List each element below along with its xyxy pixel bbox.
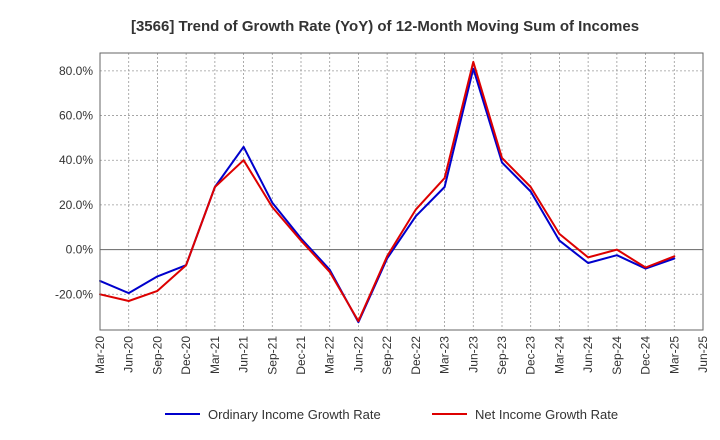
x-tick-label: Mar-24 <box>552 336 566 374</box>
x-tick-label: Dec-22 <box>409 336 423 375</box>
x-tick-label: Dec-21 <box>294 336 308 375</box>
x-tick-label: Jun-21 <box>237 336 251 373</box>
chart-title: [3566] Trend of Growth Rate (YoY) of 12-… <box>131 18 639 35</box>
x-axis-tick-labels: Mar-20 Jun-20 Sep-20 Dec-20 Mar-21 Jun-21 Sep-… <box>93 336 710 375</box>
y-axis-tick-labels: 80.0% 60.0% 40.0% 20.0% 0.0% -20.0% <box>55 64 93 301</box>
x-tick-label: Sep-24 <box>610 336 624 375</box>
y-tick-label: 80.0% <box>59 64 93 78</box>
legend-label-net-income: Net Income Growth Rate <box>475 407 618 422</box>
x-tick-label: Mar-23 <box>438 336 452 374</box>
x-tick-label: Sep-21 <box>265 336 279 375</box>
plot-series <box>99 60 676 324</box>
x-tick-label: Sep-20 <box>150 336 164 375</box>
series-line-1 <box>99 60 676 323</box>
x-tick-label: Mar-20 <box>93 336 107 374</box>
x-tick-label: Mar-22 <box>323 336 337 374</box>
plot-frame <box>99 52 704 331</box>
legend-label-ordinary-income: Ordinary Income Growth Rate <box>208 407 381 422</box>
y-tick-label: 0.0% <box>66 243 94 257</box>
grid <box>99 53 704 330</box>
x-tick-label: Jun-25 <box>696 336 710 373</box>
y-tick-label: 40.0% <box>59 153 93 167</box>
legend: Ordinary Income Growth Rate Net Income G… <box>165 407 618 422</box>
y-tick-label: 60.0% <box>59 109 93 123</box>
x-tick-label: Jun-24 <box>581 336 595 373</box>
x-tick-label: Sep-23 <box>495 336 509 375</box>
x-tick-label: Dec-20 <box>179 336 193 375</box>
y-tick-label: -20.0% <box>55 287 93 301</box>
x-tick-label: Sep-22 <box>380 336 394 375</box>
x-tick-label: Jun-22 <box>351 336 365 373</box>
x-tick-label: Dec-23 <box>524 336 538 375</box>
x-tick-label: Mar-21 <box>208 336 222 374</box>
x-tick-label: Dec-24 <box>639 336 653 375</box>
x-tick-label: Jun-20 <box>122 336 136 373</box>
y-tick-label: 20.0% <box>59 198 93 212</box>
x-tick-label: Jun-23 <box>466 336 480 373</box>
x-tick-label: Mar-25 <box>667 336 681 374</box>
